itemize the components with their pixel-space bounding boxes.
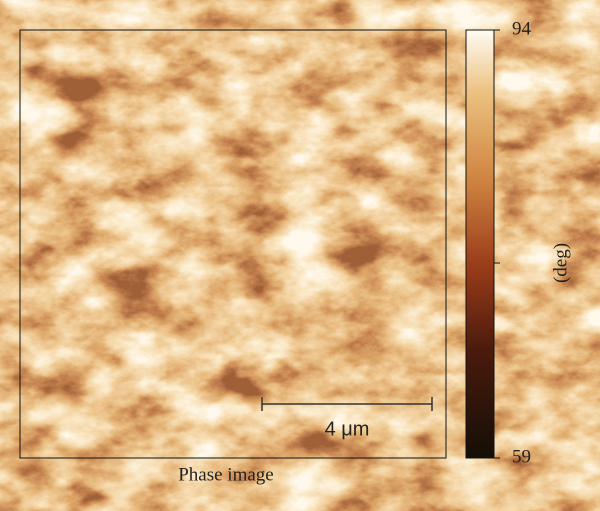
colorbar-label: (deg) bbox=[550, 243, 571, 283]
caption: Phase image bbox=[178, 464, 274, 485]
colorbar-tick-label: 94 bbox=[512, 18, 532, 39]
scale-bar bbox=[261, 397, 433, 411]
colorbar bbox=[465, 29, 495, 459]
phase-image bbox=[20, 30, 446, 458]
colorbar-tick-label: 59 bbox=[512, 446, 531, 467]
scale-bar-label: 4 μm bbox=[325, 418, 370, 440]
image-border bbox=[19, 29, 447, 459]
